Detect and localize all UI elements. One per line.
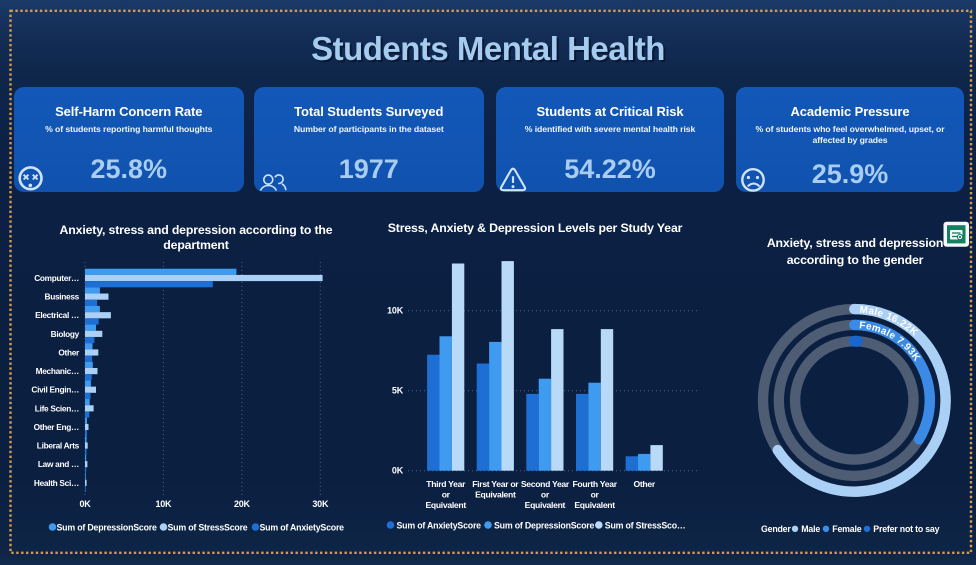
svg-text:0K: 0K <box>392 466 404 476</box>
svg-text:30K: 30K <box>312 499 329 509</box>
svg-text:Life Scien…: Life Scien… <box>35 403 79 413</box>
svg-text:Gender: Gender <box>761 524 791 534</box>
svg-text:Sum of StressSco…: Sum of StressSco… <box>605 521 686 531</box>
svg-text:Male: Male <box>801 524 820 534</box>
svg-text:or: or <box>442 490 451 500</box>
svg-text:Fourth Year: Fourth Year <box>572 479 617 489</box>
svg-text:20K: 20K <box>234 499 251 509</box>
svg-text:Second Year: Second Year <box>521 479 570 489</box>
svg-text:Other Eng…: Other Eng… <box>34 422 79 432</box>
svg-text:Female: Female <box>832 524 861 534</box>
svg-text:Prefer not to say: Prefer not to say <box>873 524 939 534</box>
svg-text:Mechanic…: Mechanic… <box>36 366 79 376</box>
svg-text:Equivalent: Equivalent <box>525 500 566 510</box>
svg-text:Health Sci…: Health Sci… <box>34 478 79 488</box>
svg-text:Business: Business <box>45 292 80 302</box>
svg-text:Law and …: Law and … <box>38 459 79 469</box>
svg-text:or: or <box>591 490 600 500</box>
svg-text:First Year or: First Year or <box>472 479 519 489</box>
svg-text:Equivalent: Equivalent <box>475 490 516 500</box>
svg-text:Computer…: Computer… <box>34 273 79 283</box>
svg-text:Sum of StressScore: Sum of StressScore <box>168 523 248 533</box>
svg-text:Sum of DepressionScore: Sum of DepressionScore <box>494 521 595 531</box>
svg-text:Other: Other <box>633 479 655 489</box>
svg-text:10K: 10K <box>155 499 172 509</box>
svg-text:Equivalent: Equivalent <box>425 500 466 510</box>
svg-text:Equivalent: Equivalent <box>574 500 615 510</box>
svg-text:Sum of DepressionScore: Sum of DepressionScore <box>57 523 158 533</box>
svg-text:Electrical …: Electrical … <box>35 310 79 320</box>
svg-text:10K: 10K <box>387 306 404 316</box>
svg-text:Sum of AnxietyScore: Sum of AnxietyScore <box>397 521 482 531</box>
svg-text:Other: Other <box>58 348 80 358</box>
svg-text:Civil Engin…: Civil Engin… <box>31 385 79 395</box>
svg-text:Sum of AnxietyScore: Sum of AnxietyScore <box>260 523 345 533</box>
svg-text:5K: 5K <box>392 386 404 396</box>
svg-text:Third Year: Third Year <box>426 479 466 489</box>
svg-text:or: or <box>541 490 550 500</box>
svg-text:Liberal Arts: Liberal Arts <box>37 441 80 451</box>
svg-text:Biology: Biology <box>51 329 80 339</box>
svg-text:0K: 0K <box>79 499 91 509</box>
